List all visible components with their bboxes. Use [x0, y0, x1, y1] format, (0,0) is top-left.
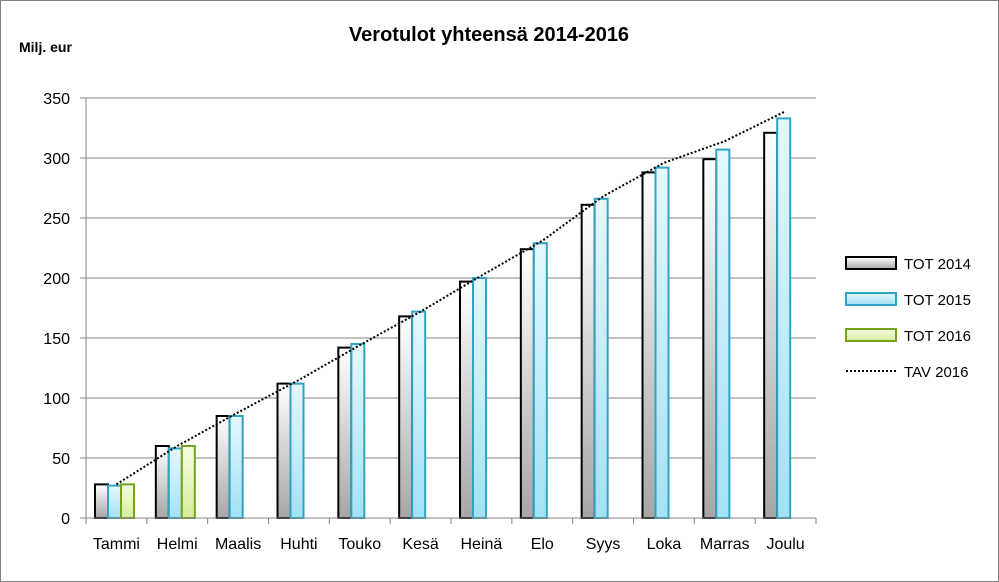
- bar-tot-2015: [228, 415, 244, 519]
- x-tick-label: Huhti: [280, 536, 317, 553]
- legend-label: TOT 2016: [904, 328, 971, 345]
- bar-tot-2015: [532, 242, 548, 519]
- bar-tot-2015: [107, 484, 122, 520]
- bar-tot-2014: [702, 158, 718, 519]
- bar-tot-2016: [180, 445, 196, 519]
- x-tick-label: Loka: [647, 536, 682, 553]
- y-axis-label: Milj. eur: [19, 39, 72, 55]
- legend-label: TOT 2015: [904, 292, 971, 309]
- bar-tot-2014: [519, 248, 535, 519]
- bar-tot-2014: [337, 346, 353, 519]
- y-tick-label: 50: [52, 451, 70, 468]
- x-tick-label: Touko: [338, 536, 381, 553]
- x-tick-label: Syys: [586, 536, 621, 553]
- y-tick-label: 0: [61, 511, 70, 528]
- y-tick-label: 300: [43, 151, 70, 168]
- legend-label: TAV 2016: [904, 364, 968, 381]
- bar-tot-2015: [289, 382, 305, 519]
- x-tick-label: Helmi: [157, 536, 198, 553]
- y-tick-label: 200: [43, 271, 70, 288]
- x-tick-label: Joulu: [766, 536, 804, 553]
- x-tick-label: Elo: [531, 536, 554, 553]
- x-tick-label: Marras: [700, 536, 750, 553]
- bar-tot-2015: [593, 197, 609, 520]
- y-tick-label: 250: [43, 211, 70, 228]
- legend-swatch: [845, 328, 897, 342]
- x-tick-labels: Tammi Helmi Maalis Huhti Touko Kesä Heinä Elo Sy…: [93, 536, 805, 553]
- bar-tot-2014: [580, 203, 596, 520]
- x-tick-label: Maalis: [215, 536, 261, 553]
- y-tick-labels: 0 50 100 150 200 250 300 350: [43, 91, 70, 528]
- bar-tot-2014: [398, 315, 414, 519]
- legend-swatch: [845, 256, 897, 270]
- bars: [94, 117, 792, 520]
- bar-tot-2015: [167, 447, 183, 519]
- bar-tot-2014: [641, 171, 657, 519]
- bar-tot-2014: [276, 382, 292, 519]
- bar-tot-2015: [350, 343, 366, 519]
- bar-tot-2014: [215, 415, 231, 519]
- y-tick-label: 150: [43, 331, 70, 348]
- axes: [85, 98, 817, 524]
- bar-tot-2015: [776, 117, 792, 520]
- bar-tot-2014: [459, 280, 474, 519]
- legend-label: TOT 2014: [904, 256, 971, 273]
- y-tick-label: 100: [43, 391, 70, 408]
- bar-tot-2015: [472, 277, 487, 519]
- bar-tot-2014: [154, 445, 170, 519]
- trend-line-layer: [115, 110, 787, 486]
- bar-tot-2014: [763, 131, 779, 520]
- bar-tot-2015: [715, 148, 731, 519]
- legend-swatch: [845, 292, 897, 306]
- grid-lines: [80, 97, 816, 519]
- bar-tot-2015: [411, 310, 427, 519]
- trend-line-tav-2016: [115, 110, 787, 486]
- x-tick-label: Tammi: [93, 536, 140, 553]
- bar-tot-2016: [120, 483, 135, 519]
- chart-title: Verotulot yhteensä 2014-2016: [349, 24, 629, 46]
- y-tick-label: 350: [43, 91, 70, 108]
- bar-tot-2014: [94, 483, 109, 519]
- bar-tot-2015: [654, 166, 670, 519]
- x-tick-label: Heinä: [461, 536, 503, 553]
- x-tick-label: Kesä: [402, 536, 439, 553]
- legend: TOT 2014 TOT 2015 TOT 2016 TAV 2016: [845, 256, 971, 381]
